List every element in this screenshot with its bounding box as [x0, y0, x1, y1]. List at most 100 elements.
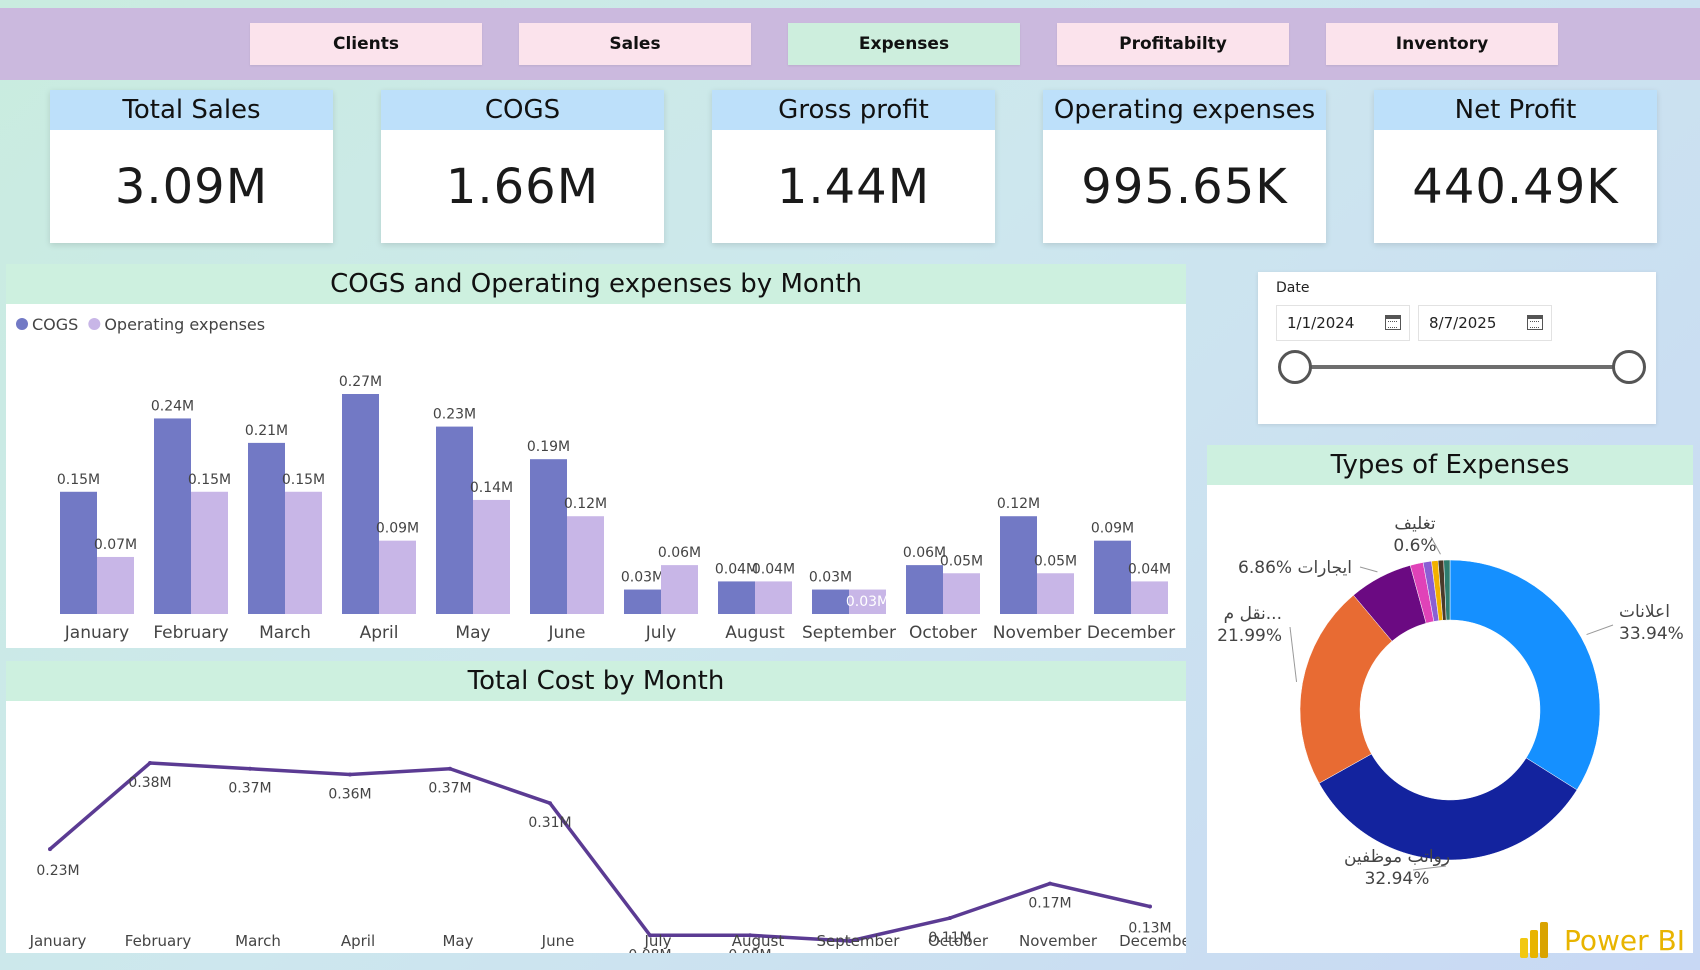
kpi-title: Gross profit — [712, 90, 995, 130]
data-label: 0.24M — [151, 398, 194, 414]
tab-clients[interactable]: Clients — [250, 23, 482, 65]
bar[interactable] — [943, 573, 980, 614]
bar[interactable] — [906, 565, 943, 614]
data-label: 0.17M — [1028, 896, 1071, 912]
date-slicer: Date 1/1/2024 8/7/2025 — [1258, 272, 1656, 424]
slider-handle-end[interactable] — [1612, 350, 1646, 384]
slider-handle-start[interactable] — [1278, 350, 1312, 384]
leader-line — [1289, 626, 1298, 683]
slice-value: 33.94% — [1619, 624, 1684, 644]
line-point[interactable] — [548, 801, 552, 806]
legend-marker[interactable] — [88, 318, 101, 330]
tab-inventory[interactable]: Inventory — [1326, 23, 1558, 65]
kpi-card-total-sales: Total Sales 3.09M — [50, 90, 333, 243]
bar[interactable] — [60, 491, 97, 614]
bar[interactable] — [755, 581, 792, 614]
x-tick-label: December — [1087, 623, 1175, 643]
donut-slice[interactable] — [1449, 559, 1601, 791]
kpi-card-gross-profit: Gross profit 1.44M — [712, 90, 995, 243]
x-tick-label: July — [645, 623, 677, 643]
line-point[interactable] — [1148, 904, 1152, 909]
slice-label: نقل م... — [1224, 604, 1282, 624]
x-tick-label: July — [644, 932, 672, 950]
data-label: 0.04M — [1128, 561, 1171, 577]
bar[interactable] — [285, 491, 322, 614]
line-chart-title: Total Cost by Month — [6, 661, 1186, 701]
bar[interactable] — [436, 426, 473, 614]
bar[interactable] — [1037, 573, 1074, 614]
data-label: 0.36M — [328, 786, 371, 802]
bar[interactable] — [661, 565, 698, 614]
bar[interactable] — [718, 581, 755, 614]
kpi-card-net-profit: Net Profit 440.49K — [1374, 90, 1657, 243]
calendar-icon[interactable] — [1385, 315, 1401, 330]
x-tick-label: February — [153, 623, 228, 643]
line-point[interactable] — [848, 939, 852, 943]
nav-bar: Clients Sales Expenses Profitabilty Inve… — [0, 8, 1700, 80]
donut-slice[interactable] — [1443, 559, 1451, 621]
x-tick-label: February — [125, 932, 192, 950]
data-label: 0.38M — [128, 775, 171, 791]
line-point[interactable] — [748, 933, 752, 938]
x-tick-label: November — [1019, 932, 1098, 950]
bar[interactable] — [1131, 581, 1168, 614]
powerbi-logo-text: Power BI — [1564, 923, 1686, 957]
powerbi-logo: Power BI — [1518, 918, 1688, 962]
bar[interactable] — [248, 442, 285, 614]
start-date-input[interactable]: 1/1/2024 — [1276, 305, 1410, 341]
data-label: 0.31M — [528, 815, 571, 831]
tab-profitability[interactable]: Profitabilty — [1057, 23, 1289, 65]
line-point[interactable] — [1048, 881, 1052, 886]
line-chart-panel: Total Cost by Month 0.23M January 0.38M Feb… — [6, 661, 1198, 969]
tab-expenses[interactable]: Expenses — [788, 23, 1020, 65]
tab-sales[interactable]: Sales — [519, 23, 751, 65]
slice-label: رواتب موظفين — [1344, 847, 1450, 867]
line-point[interactable] — [148, 761, 152, 765]
x-tick-label: August — [732, 932, 785, 950]
bar[interactable] — [567, 516, 604, 614]
donut-slice[interactable] — [1318, 753, 1578, 861]
leader-line — [1359, 566, 1378, 573]
line-point[interactable] — [948, 916, 952, 921]
bar[interactable] — [379, 540, 416, 614]
bar[interactable] — [1000, 516, 1037, 614]
data-label: 0.03M — [809, 570, 852, 586]
data-label: 0.15M — [188, 472, 231, 488]
kpi-value: 440.49K — [1412, 158, 1619, 215]
x-tick-label: May — [442, 932, 473, 950]
line-point[interactable] — [248, 766, 252, 771]
legend-label[interactable]: COGS — [32, 315, 78, 334]
bar[interactable] — [812, 589, 849, 614]
donut-slice[interactable] — [1299, 594, 1393, 784]
kpi-title: Net Profit — [1374, 90, 1657, 130]
x-tick-label: October — [909, 623, 977, 643]
line-point[interactable] — [448, 766, 452, 771]
total-cost-line[interactable] — [48, 761, 1151, 943]
x-tick-label: March — [259, 623, 311, 643]
line-point[interactable] — [348, 772, 352, 777]
x-tick-label: January — [64, 623, 129, 643]
bar[interactable] — [624, 589, 661, 614]
calendar-icon[interactable] — [1527, 315, 1543, 330]
kpi-value: 3.09M — [114, 158, 269, 215]
bar[interactable] — [342, 394, 379, 614]
bar[interactable] — [191, 491, 228, 614]
bar[interactable] — [97, 556, 134, 614]
bar[interactable] — [530, 459, 567, 614]
x-tick-label: June — [547, 623, 585, 643]
data-label: 0.12M — [564, 496, 607, 512]
date-slider-track[interactable] — [1296, 365, 1630, 369]
slicer-label: Date — [1276, 280, 1310, 296]
bar[interactable] — [849, 589, 886, 614]
line-point[interactable] — [48, 847, 52, 852]
donut-chart-title: Types of Expenses — [1207, 445, 1693, 485]
x-tick-label: November — [993, 623, 1081, 643]
legend-marker[interactable] — [16, 318, 28, 330]
legend-label[interactable]: Operating expenses — [104, 315, 265, 334]
bar[interactable] — [154, 418, 191, 614]
powerbi-logo-icon — [1520, 922, 1548, 958]
end-date-input[interactable]: 8/7/2025 — [1418, 305, 1552, 341]
bar[interactable] — [473, 499, 510, 614]
line-point[interactable] — [648, 933, 652, 938]
bar[interactable] — [1094, 540, 1131, 614]
